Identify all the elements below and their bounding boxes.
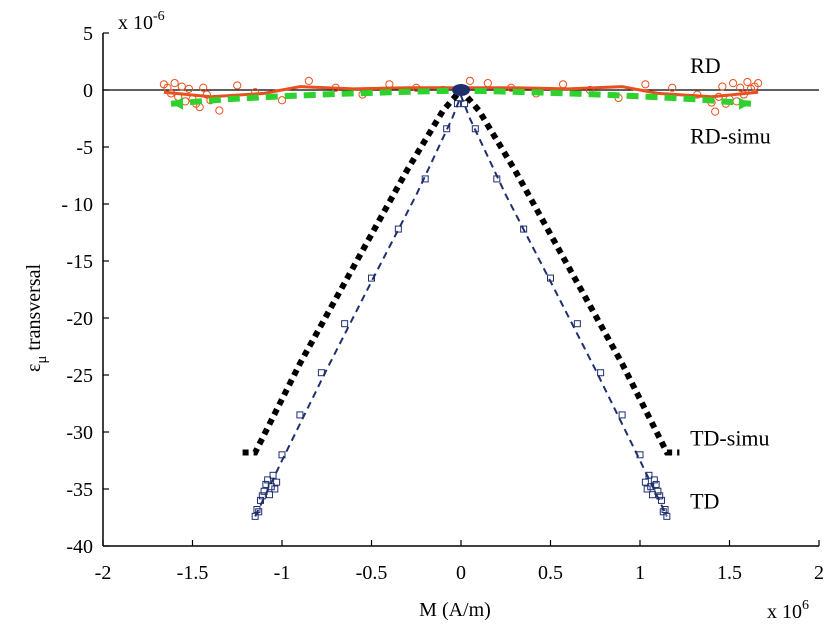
- y-tick-label: -5: [76, 137, 93, 159]
- rd-data-point: [728, 79, 738, 88]
- x-tick-label: -1: [274, 562, 291, 584]
- rd-data-point: [184, 84, 194, 93]
- td-data-point: [341, 320, 349, 328]
- x-tick-label: 0: [456, 562, 466, 584]
- rd-data-point: [465, 76, 475, 85]
- td-data-point: [394, 225, 402, 233]
- rd-simu-endpoint: [171, 97, 184, 110]
- rd-data-point: [199, 83, 208, 92]
- x-tick-label: 2: [814, 562, 824, 584]
- td-data-point: [273, 478, 281, 486]
- td-data-point: [258, 492, 266, 500]
- td-data-point: [654, 487, 662, 495]
- td-data-point: [663, 512, 671, 520]
- x-axis-title: M (A/m): [419, 599, 491, 621]
- rd-data-point: [233, 81, 242, 90]
- td-data-point: [650, 476, 658, 484]
- origin-marker: [452, 84, 470, 96]
- rd-simu-endpoint: [738, 97, 751, 110]
- y-multiplier: x 10-6: [118, 9, 165, 34]
- rd-data-point: [736, 83, 745, 92]
- x-tick-label: -0.5: [356, 562, 388, 584]
- x-multiplier-base: x 10: [767, 601, 802, 623]
- y-tick-label: -30: [66, 422, 93, 444]
- rd-data-point: [170, 79, 179, 88]
- td-meas-curve-line: [254, 92, 668, 517]
- y-tick-label: -40: [66, 536, 93, 558]
- td-data-point: [661, 506, 669, 514]
- x-tick-label: -2: [95, 562, 112, 584]
- x-tick-label: 1.5: [717, 562, 742, 584]
- td-data-point: [520, 225, 528, 233]
- series-annotation: TD: [690, 488, 719, 513]
- x-ticks: -2 -1.5 -1 -0.5 0 0.5 1 1.5 2: [95, 540, 824, 584]
- y-tick-label: -15: [66, 251, 93, 273]
- series-annotation: TD-simu: [690, 426, 769, 451]
- td-data-point: [573, 320, 581, 328]
- y-axis-title-subscript: μ: [34, 356, 50, 364]
- rd-data-point: [754, 79, 763, 88]
- y-tick-label: -35: [66, 479, 93, 501]
- y-axis-title: εμ transversal: [23, 264, 50, 373]
- y-axis-title-symbol: ε: [23, 364, 45, 372]
- y-tick-label: -20: [66, 308, 93, 330]
- td-data-point: [618, 411, 626, 419]
- y-tick-label: -25: [66, 365, 93, 387]
- td-data-point: [262, 480, 270, 488]
- y-multiplier-base: x 10: [118, 12, 153, 34]
- td-meas-markers: [251, 100, 671, 520]
- td-data-point: [421, 175, 429, 183]
- x-tick-label: -1.5: [177, 562, 209, 584]
- rd-data-point: [304, 76, 313, 85]
- y-tick-label: 5: [83, 23, 93, 45]
- td-data-point: [278, 451, 286, 459]
- td-data-point: [271, 485, 279, 493]
- x-multiplier: x 106: [767, 598, 809, 623]
- rd-data-point: [483, 79, 492, 88]
- rd-data-point: [743, 77, 752, 87]
- y-multiplier-exponent: -6: [153, 9, 165, 24]
- x-tick-label: 1: [635, 562, 645, 584]
- td-data-point: [255, 508, 263, 516]
- td-data-point: [641, 478, 649, 486]
- rd-data-point: [215, 106, 224, 115]
- x-multiplier-exponent: 6: [802, 598, 809, 613]
- series-annotation: RD-simu: [690, 124, 771, 149]
- y-tick-label: 0: [83, 80, 93, 102]
- td-data-point: [657, 496, 665, 504]
- y-ticks: 5 0 -5 - 10 -15 -20 -25 -30 -35 -40: [61, 23, 109, 558]
- td-simu-line: [242, 85, 680, 456]
- rd-data-point: [202, 90, 211, 99]
- rd-data-point: [711, 107, 720, 116]
- td-data-point: [443, 125, 451, 133]
- td-data-point: [296, 411, 304, 419]
- td-data-point: [597, 369, 605, 377]
- rd-data-point: [558, 80, 568, 89]
- rd-data-point: [718, 82, 727, 91]
- td-data-point: [264, 476, 272, 484]
- x-tick-label: 0.5: [538, 562, 563, 584]
- y-axis-title-rest: transversal: [23, 264, 45, 356]
- td-data-point: [368, 274, 375, 282]
- rd-data-point: [668, 83, 677, 92]
- y-tick-label: - 10: [61, 194, 93, 216]
- rd-data-point: [177, 82, 186, 91]
- rd-data-point: [641, 80, 650, 89]
- plot-area: [103, 76, 819, 520]
- td-data-point: [251, 512, 259, 520]
- rd-data-point: [277, 96, 287, 105]
- series-annotation: RD: [690, 53, 721, 78]
- td-data-point: [652, 480, 660, 488]
- td-data-point: [643, 485, 651, 493]
- annotations: RD RD-simu TD-simu TD: [690, 53, 771, 513]
